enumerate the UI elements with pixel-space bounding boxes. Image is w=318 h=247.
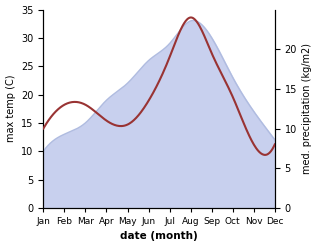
X-axis label: date (month): date (month)	[120, 231, 198, 242]
Y-axis label: max temp (C): max temp (C)	[5, 75, 16, 143]
Y-axis label: med. precipitation (kg/m2): med. precipitation (kg/m2)	[302, 43, 313, 174]
